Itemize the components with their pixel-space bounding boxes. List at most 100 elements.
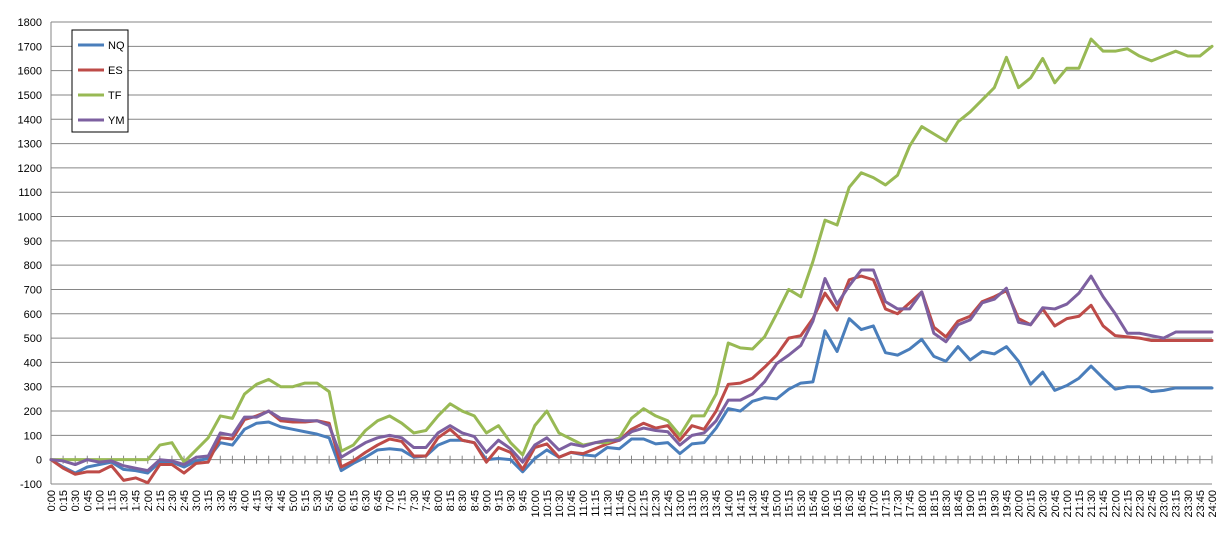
x-tick-label: 7:45 bbox=[421, 490, 433, 511]
x-tick-label: 1:00 bbox=[94, 490, 106, 511]
horizontal-gridlines bbox=[50, 21, 1212, 485]
x-tick-label: 9:30 bbox=[506, 490, 518, 511]
x-tick-label: 11:15 bbox=[590, 490, 602, 517]
x-tick-label: 17:15 bbox=[880, 490, 892, 518]
x-tick-label: 8:00 bbox=[433, 490, 445, 511]
y-tick-label: 400 bbox=[24, 357, 42, 369]
x-tick-label: 20:30 bbox=[1038, 490, 1050, 518]
y-tick-label: 1800 bbox=[18, 17, 42, 29]
x-axis-tick-labels: 0:00 0:15 0:30 0:45 1:00 1:15 1:30 1:45 2:00 2:15… bbox=[46, 490, 1219, 518]
y-tick-label: 700 bbox=[24, 284, 42, 296]
x-tick-label: 22:45 bbox=[1147, 490, 1159, 518]
x-tick-label: 2:00 bbox=[143, 490, 155, 511]
x-tick-label: 4:45 bbox=[276, 490, 288, 511]
x-tick-label: 10:45 bbox=[566, 490, 578, 518]
x-tick-label: 13:30 bbox=[699, 490, 711, 518]
y-tick-label: 1600 bbox=[18, 66, 42, 78]
x-tick-label: 15:30 bbox=[796, 490, 808, 518]
x-tick-label: 7:30 bbox=[409, 490, 421, 511]
y-tick-label: 1400 bbox=[18, 114, 42, 126]
x-tick-label: 6:30 bbox=[360, 490, 372, 511]
y-tick-label: 500 bbox=[24, 333, 42, 345]
x-tick-label: 0:30 bbox=[70, 490, 82, 511]
x-tick-label: 15:45 bbox=[808, 490, 820, 518]
x-tick-label: 1:15 bbox=[106, 490, 118, 511]
x-tick-label: 3:00 bbox=[191, 490, 203, 511]
x-tick-label: 18:00 bbox=[917, 490, 929, 518]
x-tick-label: 6:15 bbox=[348, 490, 360, 511]
x-tick-label: 4:15 bbox=[252, 490, 264, 511]
y-tick-label: 600 bbox=[24, 309, 42, 321]
x-tick-label: 0:15 bbox=[58, 490, 70, 511]
x-tick-label: 8:30 bbox=[457, 490, 469, 511]
x-tick-label: 18:45 bbox=[953, 490, 965, 518]
x-tick-label: 1:45 bbox=[131, 490, 143, 511]
y-tick-label: -100 bbox=[20, 479, 42, 491]
x-tick-label: 17:00 bbox=[868, 490, 880, 518]
x-tick-label: 15:00 bbox=[772, 490, 784, 518]
y-tick-label: 1500 bbox=[18, 90, 42, 102]
x-tick-label: 6:45 bbox=[373, 490, 385, 511]
x-tick-label: 4:30 bbox=[264, 490, 276, 511]
x-tick-label: 7:00 bbox=[385, 490, 397, 511]
y-tick-label: 800 bbox=[24, 260, 42, 272]
x-tick-label: 23:00 bbox=[1159, 490, 1171, 518]
x-tick-label: 13:45 bbox=[711, 490, 723, 518]
x-tick-label: 12:30 bbox=[651, 490, 663, 518]
x-tick-label: 14:00 bbox=[723, 490, 735, 518]
x-tick-label: 5:15 bbox=[300, 490, 312, 511]
x-tick-label: 24:00 bbox=[1207, 490, 1219, 518]
x-tick-label: 9:00 bbox=[481, 490, 493, 511]
x-tick-label: 2:45 bbox=[179, 490, 191, 511]
x-tick-label: 9:15 bbox=[493, 490, 505, 511]
x-tick-label: 21:15 bbox=[1074, 490, 1086, 518]
series-line-tf bbox=[49, 37, 1214, 464]
x-tick-label: 20:15 bbox=[1026, 490, 1038, 518]
x-tick-label: 20:00 bbox=[1014, 490, 1026, 518]
x-tick-label: 18:30 bbox=[941, 490, 953, 518]
x-tick-label: 0:45 bbox=[82, 490, 94, 511]
x-tick-label: 12:00 bbox=[627, 490, 639, 518]
x-tick-label: 1:30 bbox=[119, 490, 131, 511]
x-tick-label: 12:15 bbox=[639, 490, 651, 518]
x-tick-label: 23:15 bbox=[1171, 490, 1183, 518]
x-tick-label: 9:45 bbox=[518, 490, 530, 511]
x-tick-label: 17:30 bbox=[893, 490, 905, 518]
y-tick-label: 1200 bbox=[18, 163, 42, 175]
x-tick-label: 14:30 bbox=[747, 490, 759, 518]
x-tick-label: 11:45 bbox=[614, 490, 626, 517]
x-tick-label: 16:45 bbox=[856, 490, 868, 518]
x-tick-label: 8:15 bbox=[445, 490, 457, 511]
legend-label-tf: TF bbox=[108, 90, 122, 102]
x-tick-label: 11:30 bbox=[602, 490, 614, 517]
x-tick-label: 22:00 bbox=[1110, 490, 1122, 518]
x-tick-label: 19:00 bbox=[965, 490, 977, 518]
legend-label-es: ES bbox=[108, 65, 123, 77]
y-tick-label: 0 bbox=[36, 455, 42, 467]
legend-box bbox=[71, 29, 129, 133]
x-tick-label: 21:30 bbox=[1086, 490, 1098, 518]
x-tick-label: 5:30 bbox=[312, 490, 324, 511]
y-tick-label: 100 bbox=[24, 430, 42, 442]
x-tick-label: 20:45 bbox=[1050, 490, 1062, 518]
series-line-nq bbox=[49, 317, 1214, 475]
x-axis bbox=[50, 455, 1213, 464]
y-tick-label: 1000 bbox=[18, 212, 42, 224]
y-axis-tick-labels: -100 0 100 200 300 400 500 600 700 800 900 1000 1100… bbox=[18, 17, 42, 491]
x-tick-label: 6:00 bbox=[336, 490, 348, 511]
y-tick-label: 300 bbox=[24, 382, 42, 394]
x-tick-label: 22:15 bbox=[1122, 490, 1134, 518]
x-tick-label: 0:00 bbox=[46, 490, 58, 511]
x-tick-label: 5:45 bbox=[324, 490, 336, 511]
x-tick-label: 3:15 bbox=[203, 490, 215, 511]
series-lines bbox=[49, 37, 1214, 485]
x-tick-label: 23:30 bbox=[1183, 490, 1195, 518]
x-tick-label: 14:15 bbox=[735, 490, 747, 518]
x-tick-label: 15:15 bbox=[784, 490, 796, 518]
x-tick-label: 2:30 bbox=[167, 490, 179, 511]
x-tick-label: 2:15 bbox=[155, 490, 167, 511]
x-tick-label: 10:15 bbox=[542, 490, 554, 518]
x-tick-label: 17:45 bbox=[905, 490, 917, 518]
x-tick-label: 21:00 bbox=[1062, 490, 1074, 518]
